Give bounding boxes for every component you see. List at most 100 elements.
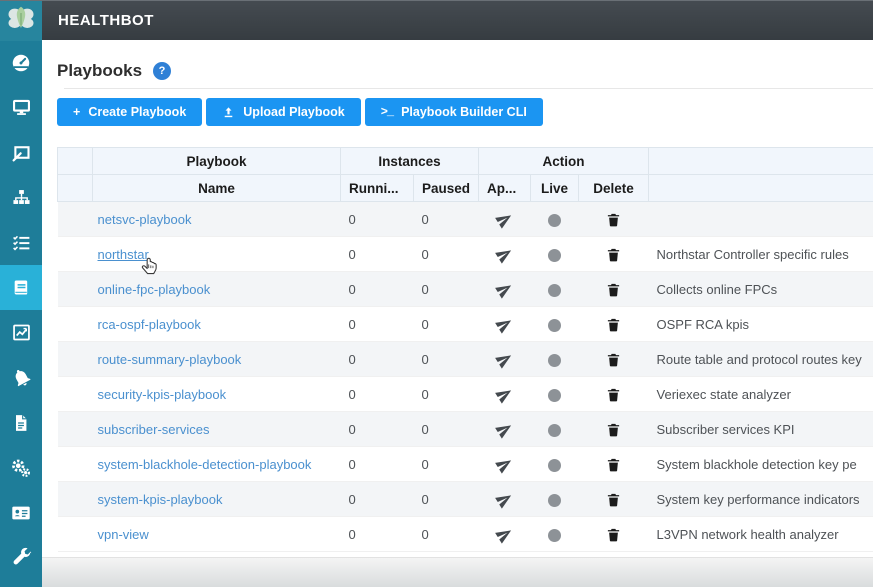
paused-count: 0 (414, 482, 479, 517)
group-header-row: Playbook Instances Action (58, 148, 873, 175)
group-header-action[interactable]: Action (479, 148, 649, 175)
playbook-link[interactable]: netsvc-playbook (98, 212, 192, 227)
monitor-icon (11, 97, 32, 118)
delete-icon[interactable] (606, 527, 621, 542)
playbook-link[interactable]: system-kpis-playbook (98, 492, 223, 507)
column-header-paused[interactable]: Paused (414, 175, 479, 202)
apply-icon[interactable] (496, 526, 513, 543)
table-row: online-fpc-playbook 0 0 Collects online … (58, 272, 873, 307)
delete-icon[interactable] (606, 422, 621, 437)
playbook-link[interactable]: online-fpc-playbook (98, 282, 211, 297)
apply-icon[interactable] (496, 386, 513, 403)
playbook-link[interactable]: rca-ospf-playbook (98, 317, 201, 332)
running-count: 0 (341, 307, 414, 342)
sidebar-item-reports[interactable] (0, 400, 42, 445)
paused-count: 0 (414, 202, 479, 237)
sidebar-item-settings[interactable] (0, 445, 42, 490)
delete-icon[interactable] (606, 317, 621, 332)
live-indicator (548, 494, 561, 507)
apply-icon[interactable] (496, 316, 513, 333)
delete-icon[interactable] (606, 247, 621, 262)
apply-icon[interactable] (496, 491, 513, 508)
table-row: security-kpis-playbook 0 0 Veriexec stat… (58, 377, 873, 412)
apply-icon[interactable] (496, 211, 513, 228)
apply-icon[interactable] (496, 456, 513, 473)
running-count: 0 (341, 237, 414, 272)
section-divider (64, 88, 873, 89)
delete-icon[interactable] (606, 387, 621, 402)
checklist-icon (11, 232, 32, 253)
live-indicator (548, 319, 561, 332)
playbook-description (649, 202, 873, 237)
select-column-subheader (58, 175, 93, 202)
delete-icon[interactable] (606, 352, 621, 367)
help-icon[interactable]: ? (153, 62, 171, 80)
sidebar-item-dashboard[interactable] (0, 40, 42, 85)
sidebar-item-tools[interactable] (0, 535, 42, 580)
apply-icon[interactable] (496, 421, 513, 438)
column-header-delete[interactable]: Delete (579, 175, 649, 202)
delete-icon[interactable] (606, 492, 621, 507)
live-indicator (548, 459, 561, 472)
delete-icon[interactable] (606, 282, 621, 297)
apply-icon[interactable] (496, 281, 513, 298)
sidebar-item-network-topology[interactable] (0, 175, 42, 220)
playbook-description: L3VPN network health analyzer (649, 517, 873, 552)
column-header-live[interactable]: Live (531, 175, 579, 202)
live-indicator (548, 214, 561, 227)
running-count: 0 (341, 412, 414, 447)
group-header-playbook[interactable]: Playbook (93, 148, 341, 175)
sidebar-item-alarms[interactable] (0, 355, 42, 400)
group-header-instances[interactable]: Instances (341, 148, 479, 175)
apply-icon[interactable] (496, 246, 513, 263)
upload-playbook-button[interactable]: Upload Playbook (206, 98, 360, 126)
running-count: 0 (341, 482, 414, 517)
healthbot-logo-icon (6, 3, 36, 38)
playbook-link[interactable]: system-blackhole-detection-playbook (98, 457, 312, 472)
column-header-running[interactable]: Runni... (341, 175, 414, 202)
column-header-name[interactable]: Name (93, 175, 341, 202)
running-count: 0 (341, 342, 414, 377)
live-indicator (548, 424, 561, 437)
sidebar-item-device-group[interactable] (0, 130, 42, 175)
id-card-icon (10, 502, 32, 524)
apply-icon[interactable] (496, 351, 513, 368)
paused-count: 0 (414, 412, 479, 447)
plus-icon: + (73, 105, 80, 119)
playbooks-table: Playbook Instances Action Name Runni... … (57, 147, 873, 552)
running-count: 0 (341, 202, 414, 237)
live-indicator (548, 354, 561, 367)
paused-count: 0 (414, 342, 479, 377)
playbook-link[interactable]: security-kpis-playbook (98, 387, 227, 402)
sidebar-item-devices[interactable] (0, 85, 42, 130)
delete-icon[interactable] (606, 212, 621, 227)
table-row: netsvc-playbook 0 0 (58, 202, 873, 237)
create-playbook-button[interactable]: + Create Playbook (57, 98, 202, 126)
main-content: Playbooks ? + Create Playbook Upload Pla… (42, 40, 873, 587)
paused-count: 0 (414, 272, 479, 307)
table-row: subscriber-services 0 0 Subscriber servi… (58, 412, 873, 447)
paused-count: 0 (414, 307, 479, 342)
app-logo[interactable] (0, 1, 42, 41)
sidebar-item-rules[interactable] (0, 220, 42, 265)
playbook-link[interactable]: vpn-view (98, 527, 149, 542)
frame-icon (11, 142, 32, 163)
playbook-description: System key performance indicators (649, 482, 873, 517)
sidebar-item-playbooks[interactable] (0, 265, 42, 310)
app-header: HEALTHBOT (0, 0, 873, 40)
chart-icon (11, 322, 32, 343)
playbook-link[interactable]: subscriber-services (98, 422, 210, 437)
playbook-builder-cli-button[interactable]: >_ Playbook Builder CLI (365, 98, 543, 126)
column-header-apply[interactable]: Ap... (479, 175, 531, 202)
book-icon (11, 277, 32, 298)
playbook-link[interactable]: route-summary-playbook (98, 352, 242, 367)
playbook-link[interactable]: northstar (98, 247, 149, 262)
create-playbook-label: Create Playbook (88, 105, 186, 119)
healthbot-app: HEALTHBOT (0, 0, 873, 587)
sidebar-item-graphs[interactable] (0, 310, 42, 355)
live-indicator (548, 284, 561, 297)
sidebar-item-administration[interactable] (0, 490, 42, 535)
delete-icon[interactable] (606, 457, 621, 472)
playbook-description: Veriexec state analyzer (649, 377, 873, 412)
playbook-description: OSPF RCA kpis (649, 307, 873, 342)
